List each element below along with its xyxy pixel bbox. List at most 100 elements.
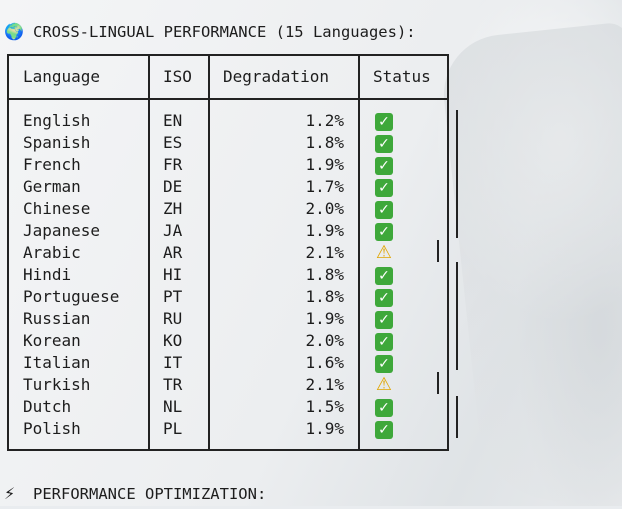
degradation-cell: 1.7% (305, 177, 344, 196)
check-mark-icon: ✓ (375, 333, 393, 351)
iso-cell: ZH (163, 199, 183, 218)
border-fragment (437, 372, 439, 394)
table-row: Russian RU 1.9% ✓ (9, 308, 447, 330)
status-cell: ✓ (373, 176, 395, 198)
iso-cell: IT (163, 353, 183, 372)
status-cell: ✓ (373, 330, 395, 352)
language-cell: French (23, 155, 81, 174)
degradation-cell: 2.1% (305, 375, 344, 394)
column-divider (208, 56, 210, 449)
table-row: German DE 1.7% ✓ (9, 176, 447, 198)
status-cell: ✓ (373, 220, 395, 242)
column-divider (148, 56, 150, 449)
table-row: Portuguese PT 1.8% ✓ (9, 286, 447, 308)
table-row: Arabic AR 2.1% ⚠ (9, 242, 447, 264)
border-fragment (456, 396, 458, 438)
status-cell: ✓ (373, 198, 395, 220)
table-row: Japanese JA 1.9% ✓ (9, 220, 447, 242)
language-cell: Arabic (23, 243, 81, 262)
language-cell: German (23, 177, 81, 196)
performance-optimization-heading: ⚡ PERFORMANCE OPTIMIZATION: (4, 484, 266, 504)
degradation-cell: 1.8% (305, 287, 344, 306)
check-mark-icon: ✓ (375, 157, 393, 175)
language-cell: Portuguese (23, 287, 120, 306)
header-language: Language (23, 67, 101, 86)
table-row: Dutch NL 1.5% ✓ (9, 396, 447, 418)
degradation-cell: 1.2% (305, 111, 344, 130)
degradation-cell: 1.8% (305, 133, 344, 152)
check-mark-icon: ✓ (375, 267, 393, 285)
check-mark-icon: ✓ (375, 311, 393, 329)
warning-icon: ⚠ (375, 242, 393, 263)
degradation-cell: 1.9% (305, 419, 344, 438)
iso-cell: EN (163, 111, 183, 130)
cross-lingual-title: CROSS-LINGUAL PERFORMANCE (15 Languages)… (33, 23, 416, 41)
degradation-cell: 1.8% (305, 265, 344, 284)
check-mark-icon: ✓ (375, 179, 393, 197)
degradation-cell: 1.9% (305, 221, 344, 240)
language-cell: Russian (23, 309, 91, 328)
degradation-cell: 2.0% (305, 199, 344, 218)
iso-cell: KO (163, 331, 183, 350)
language-cell: Spanish (23, 133, 91, 152)
border-fragment (456, 110, 458, 238)
iso-cell: PT (163, 287, 183, 306)
table-row: Turkish TR 2.1% ⚠ (9, 374, 447, 396)
iso-cell: AR (163, 243, 183, 262)
background-artwork (437, 21, 622, 509)
iso-cell: DE (163, 177, 183, 196)
performance-optimization-title: PERFORMANCE OPTIMIZATION: (33, 485, 267, 503)
degradation-cell: 1.9% (305, 309, 344, 328)
table-row: French FR 1.9% ✓ (9, 154, 447, 176)
table-row: Hindi HI 1.8% ✓ (9, 264, 447, 286)
header-divider (9, 98, 447, 100)
header-degradation: Degradation (223, 67, 329, 86)
degradation-cell: 1.5% (305, 397, 344, 416)
status-cell: ✓ (373, 308, 395, 330)
check-mark-icon: ✓ (375, 113, 393, 131)
status-cell: ⚠ (373, 374, 395, 396)
iso-cell: TR (163, 375, 183, 394)
language-cell: Japanese (23, 221, 101, 240)
language-cell: Italian (23, 353, 91, 372)
iso-cell: RU (163, 309, 183, 328)
check-mark-icon: ✓ (375, 289, 393, 307)
check-mark-icon: ✓ (375, 223, 393, 241)
status-cell: ✓ (373, 418, 395, 440)
table-row: Polish PL 1.9% ✓ (9, 418, 447, 440)
iso-cell: HI (163, 265, 183, 284)
degradation-cell: 2.0% (305, 331, 344, 350)
table-row: Korean KO 2.0% ✓ (9, 330, 447, 352)
globe-icon: 🌍 (4, 22, 24, 41)
border-fragment (456, 262, 458, 370)
status-cell: ✓ (373, 286, 395, 308)
language-cell: Dutch (23, 397, 72, 416)
status-cell: ✓ (373, 154, 395, 176)
check-mark-icon: ✓ (375, 355, 393, 373)
degradation-cell: 2.1% (305, 243, 344, 262)
iso-cell: JA (163, 221, 183, 240)
language-cell: Chinese (23, 199, 91, 218)
iso-cell: PL (163, 419, 183, 438)
check-mark-icon: ✓ (375, 421, 393, 439)
status-cell: ⚠ (373, 242, 395, 264)
lightning-icon: ⚡ (4, 484, 16, 503)
language-cell: Korean (23, 331, 81, 350)
language-cell: Turkish (23, 375, 91, 394)
iso-cell: ES (163, 133, 183, 152)
check-mark-icon: ✓ (375, 399, 393, 417)
language-cell: Hindi (23, 265, 72, 284)
table-row: Spanish ES 1.8% ✓ (9, 132, 447, 154)
column-divider (358, 56, 360, 449)
check-mark-icon: ✓ (375, 135, 393, 153)
language-cell: Polish (23, 419, 81, 438)
degradation-cell: 1.6% (305, 353, 344, 372)
warning-icon: ⚠ (375, 374, 393, 395)
header-status: Status (373, 67, 431, 86)
table-row: Italian IT 1.6% ✓ (9, 352, 447, 374)
status-cell: ✓ (373, 132, 395, 154)
cross-lingual-heading: 🌍 CROSS-LINGUAL PERFORMANCE (15 Language… (4, 22, 416, 42)
degradation-cell: 1.9% (305, 155, 344, 174)
iso-cell: NL (163, 397, 183, 416)
check-mark-icon: ✓ (375, 201, 393, 219)
